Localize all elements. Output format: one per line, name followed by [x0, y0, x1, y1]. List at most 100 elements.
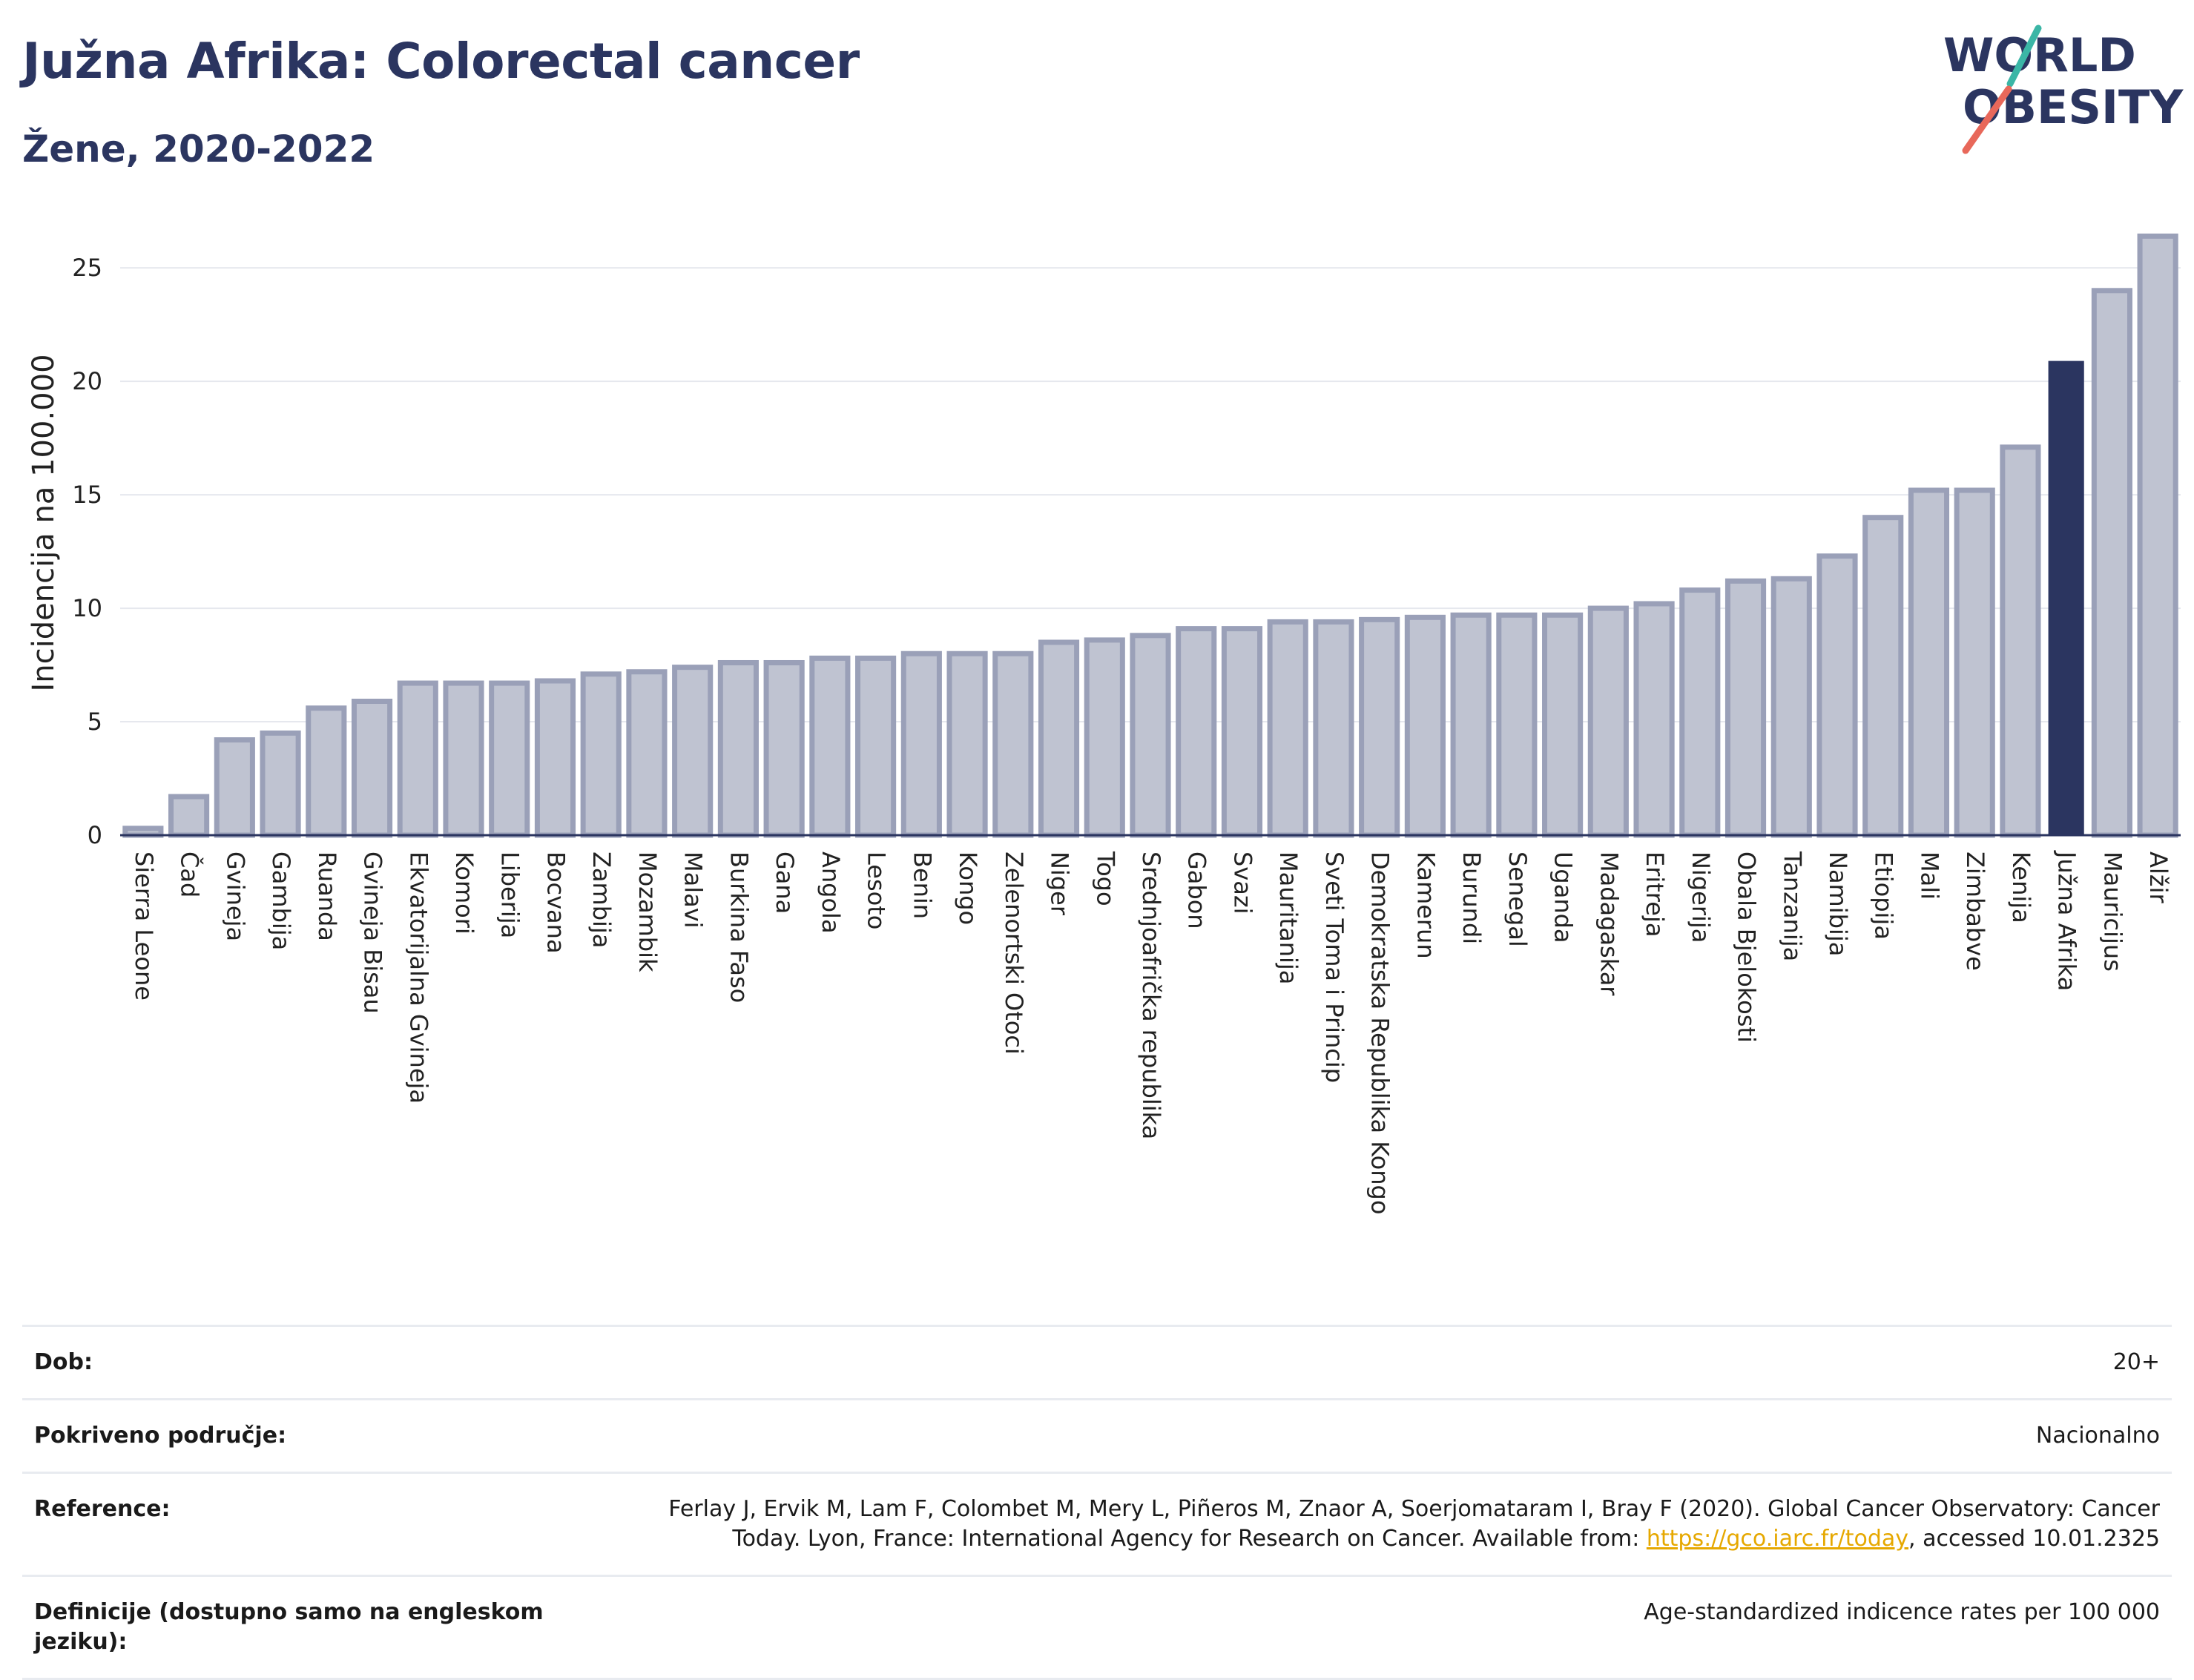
- reference-link[interactable]: https://gco.iarc.fr/today: [1646, 1526, 1909, 1552]
- logo-coral-slash: [1962, 85, 2012, 154]
- x-tick-label: Gvineja Bisau: [359, 851, 387, 1014]
- bar: [1084, 637, 1125, 838]
- bar: [1954, 487, 1995, 838]
- x-tick-label: Burkina Faso: [725, 851, 753, 1003]
- x-tick-label: Mauritanija: [1274, 851, 1302, 984]
- x-tick-label: Srednjoafrička republika: [1137, 851, 1165, 1139]
- x-tick-label: Lesoto: [863, 851, 891, 929]
- bar-highlight: [2048, 360, 2084, 835]
- world-obesity-logo: WORLD OBESITY: [1943, 24, 2184, 154]
- bar: [855, 655, 897, 838]
- meta-key: Dob:: [34, 1349, 93, 1375]
- x-tick-label: Eritreja: [1641, 851, 1669, 937]
- bar: [809, 655, 851, 838]
- x-tick-label: Gabon: [1183, 851, 1211, 929]
- bar: [2137, 233, 2178, 838]
- bar: [1908, 487, 1950, 838]
- y-tick-label: 5: [88, 708, 102, 736]
- x-tick-label: Kongo: [954, 851, 982, 925]
- reference-accessed: , accessed 10.01.2325: [1908, 1526, 2160, 1552]
- y-tick-label: 25: [72, 254, 102, 282]
- bar: [1679, 587, 1721, 838]
- x-tick-label: Zimbabve: [1961, 851, 1989, 971]
- meta-row-reference: Reference: Ferlay J, Ervik M, Lam F, Col…: [22, 1472, 2172, 1575]
- x-tick-label: Benin: [908, 851, 936, 919]
- x-tick-label: Komori: [450, 851, 478, 935]
- reference-text: Ferlay J, Ervik M, Lam F, Colombet M, Me…: [668, 1496, 2160, 1552]
- bar: [2091, 288, 2132, 838]
- bar: [717, 659, 759, 838]
- meta-value: Nacionalno: [2035, 1423, 2160, 1449]
- x-tick-label: Svazi: [1228, 851, 1256, 915]
- bar: [1038, 639, 1080, 838]
- y-tick-label: 10: [72, 594, 102, 622]
- bar: [1633, 601, 1675, 838]
- x-tick-label: Mozambik: [633, 851, 662, 972]
- x-tick-label: Nigerija: [1687, 851, 1715, 943]
- bar: [1130, 633, 1171, 838]
- x-tick-label: Sierra Leone: [130, 851, 158, 1001]
- x-tick-label: Alžir: [2144, 851, 2172, 903]
- meta-key: Definicije (dostupno samo na engleskom j…: [34, 1599, 544, 1655]
- bar: [672, 665, 714, 838]
- x-tick-label: Angola: [817, 851, 845, 934]
- meta-row-coverage: Pokriveno područje: Nacionalno: [22, 1398, 2172, 1472]
- chart-subtitle: Žene, 2020-2022: [22, 128, 375, 171]
- bar-chart: 0 5 10 15 20 25 Sierra Leone Čad Gvineja Gambija…: [27, 233, 2181, 1214]
- bar: [763, 659, 805, 838]
- x-tick-label: Demokratska Republika Kongo: [1366, 851, 1394, 1214]
- bar: [1450, 612, 1492, 838]
- x-tick-label: Kamerun: [1411, 851, 1440, 959]
- x-tick-label: Madagaskar: [1595, 851, 1623, 996]
- bar: [260, 730, 301, 838]
- x-tick-label: Mauricijus: [2098, 851, 2127, 972]
- meta-value: Age-standardized indicence rates per 100…: [1644, 1599, 2160, 1625]
- bar: [1313, 619, 1354, 838]
- bar: [1816, 553, 1858, 838]
- x-tick-label: Zambija: [587, 851, 616, 948]
- bar: [1862, 515, 1904, 838]
- meta-key: Pokriveno područje:: [34, 1423, 287, 1449]
- x-tick-label: Bocvana: [541, 851, 570, 954]
- bar: [580, 671, 622, 838]
- bar: [1770, 576, 1812, 838]
- bar: [489, 680, 530, 838]
- y-axis-title: Incidencija na 100.000: [27, 354, 61, 691]
- metadata-table: Dob: 20+ Pokriveno područje: Nacionalno …: [22, 1325, 2172, 1680]
- x-tick-label: Namibija: [1824, 851, 1852, 956]
- x-tick-label: Tanzanija: [1778, 851, 1806, 961]
- logo-teal-slash: [2006, 24, 2042, 88]
- bar: [1724, 578, 1767, 838]
- bar: [1496, 612, 1538, 838]
- x-tick-label: Gvineja: [221, 851, 249, 941]
- x-tick-label: Sveti Toma i Princip: [1320, 851, 1348, 1083]
- meta-row-definitions: Definicije (dostupno samo na engleskom j…: [22, 1575, 2172, 1680]
- x-tick-label: Kenija: [2007, 851, 2035, 923]
- x-tick-label: Gambija: [267, 851, 295, 950]
- bar: [1359, 616, 1400, 838]
- y-tick-label: 20: [72, 367, 102, 395]
- x-tick-label: Ruanda: [313, 851, 341, 941]
- bar: [397, 680, 438, 838]
- meta-row-age: Dob: 20+: [22, 1325, 2172, 1398]
- x-tick-label: Zelenortski Otoci: [1000, 851, 1028, 1055]
- x-tick-label: Togo: [1091, 851, 1119, 906]
- x-axis-labels: Sierra Leone Čad Gvineja Gambija Ruanda Gvine…: [130, 850, 2172, 1214]
- bar: [443, 680, 484, 838]
- x-tick-label: Čad: [176, 851, 205, 897]
- meta-key: Reference:: [34, 1496, 171, 1522]
- x-tick-label: Senegal: [1503, 851, 1532, 947]
- y-tick-label: 15: [72, 481, 102, 509]
- bar: [1176, 626, 1217, 838]
- x-tick-label: Uganda: [1549, 851, 1578, 943]
- meta-value: 20+: [2112, 1349, 2160, 1375]
- bar: [1221, 626, 1263, 838]
- bar: [946, 650, 988, 838]
- bar: [992, 650, 1034, 838]
- x-tick-label: Ekvatorijalna Gvineja: [404, 851, 432, 1104]
- bar: [1267, 619, 1308, 838]
- bar: [306, 705, 347, 838]
- x-tick-label: Malavi: [679, 851, 708, 929]
- x-tick-label: Niger: [1046, 851, 1074, 916]
- bars: [122, 233, 2178, 838]
